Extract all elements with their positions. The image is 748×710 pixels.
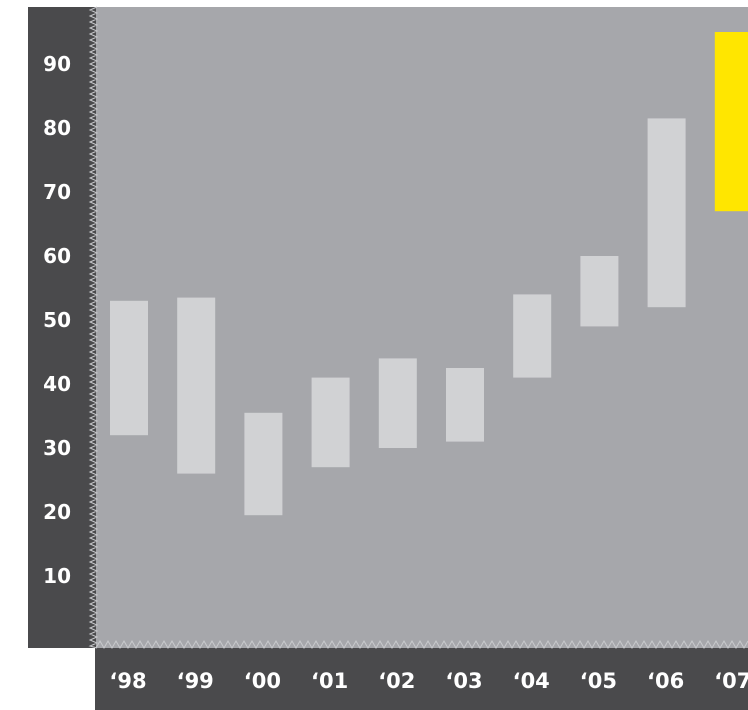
- y-tick-label-0: 10: [43, 564, 71, 588]
- x-tick-label-0: ‘98: [109, 669, 146, 693]
- y-tick-label-4: 50: [43, 308, 71, 332]
- bar-2: [244, 412, 283, 516]
- y-axis-panel: [28, 7, 98, 648]
- x-tick-labels: ‘98 ‘99 ‘00 ‘01 ‘02 ‘03 ‘04 ‘05 ‘06 ‘07: [109, 669, 748, 693]
- bars-group: [110, 32, 748, 516]
- x-tick-label-7: ‘05: [580, 669, 617, 693]
- x-tick-label-6: ‘04: [513, 669, 550, 693]
- x-axis-zigzag: [95, 639, 748, 650]
- x-tick-label-9: ‘07: [714, 669, 748, 693]
- x-axis-panel: [95, 648, 748, 710]
- y-tick-label-6: 70: [43, 180, 71, 204]
- y-tick-labels: 10 20 30 40 50 60 70 80 90: [43, 52, 71, 588]
- x-tick-label-1: ‘99: [177, 669, 214, 693]
- x-tick-label-3: ‘01: [311, 669, 348, 693]
- y-tick-label-8: 90: [43, 52, 71, 76]
- y-tick-label-3: 40: [43, 372, 71, 396]
- y-tick-label-2: 30: [43, 436, 71, 460]
- bar-8: [647, 118, 686, 308]
- x-tick-label-5: ‘03: [445, 669, 482, 693]
- bar-0: [110, 300, 148, 436]
- bar-3: [311, 377, 350, 468]
- y-axis-zigzag: [88, 6, 99, 649]
- x-tick-label-4: ‘02: [378, 669, 415, 693]
- y-tick-label-7: 80: [43, 116, 71, 140]
- bar-7: [580, 256, 619, 327]
- y-tick-label-1: 20: [43, 500, 71, 524]
- bar-6: [513, 294, 552, 378]
- x-tick-label-2: ‘00: [244, 669, 281, 693]
- bar-4: [378, 358, 417, 448]
- bar-1: [177, 297, 216, 474]
- bar-9: [714, 32, 748, 212]
- y-tick-label-5: 60: [43, 244, 71, 268]
- x-tick-label-8: ‘06: [647, 669, 684, 693]
- bar-5: [446, 368, 484, 442]
